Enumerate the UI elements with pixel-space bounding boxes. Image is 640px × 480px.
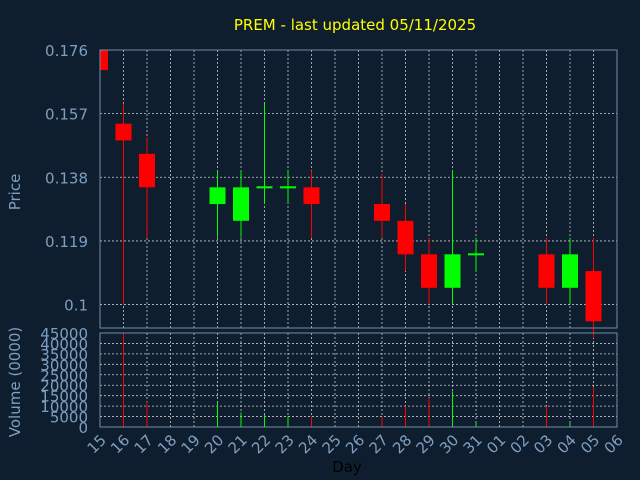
volume-panel-frame (99, 332, 618, 428)
price-tick-label: 0.119 (45, 233, 88, 251)
candles (99, 50, 602, 339)
price-tick-label: 0.1 (64, 297, 88, 315)
chart-title: PREM - last updated 05/11/2025 (234, 16, 476, 34)
volume-tick-labels: 0500010000150002000025000300003500040000… (40, 325, 88, 437)
candle-body (468, 253, 484, 256)
candle-body (115, 123, 132, 141)
price-panel-frame (99, 49, 618, 329)
candle-body (256, 186, 273, 189)
candle-body (280, 186, 296, 189)
x-tick-labels: 1516171819202122232425262728293031010203… (84, 431, 627, 457)
price-tick-label: 0.138 (45, 169, 88, 187)
x-axis-label: Day (332, 458, 362, 476)
candle-body (139, 153, 155, 188)
volume-tick-label: 0 (78, 419, 88, 437)
price-tick-label: 0.176 (45, 42, 88, 60)
price-tick-label: 0.157 (45, 106, 88, 124)
volume-tick-label: 30000 (40, 356, 88, 374)
candle-body (421, 254, 437, 288)
volume-tick-label: 35000 (40, 346, 88, 364)
volume-bars (123, 333, 594, 427)
candle-body (374, 204, 390, 221)
volume-tick-label: 45000 (40, 325, 88, 343)
candle-body (585, 271, 602, 322)
volume-tick-label: 25000 (40, 367, 88, 385)
candle-body (303, 187, 320, 205)
candle-body (100, 50, 108, 71)
candle-body (444, 254, 461, 288)
volume-tick-label: 40000 (40, 335, 88, 353)
volume-axis-label: Volume (0000) (6, 327, 24, 437)
candle-body (233, 187, 249, 221)
candle-body (562, 254, 578, 288)
volume-tick-label: 5000 (50, 409, 88, 427)
volume-tick-label: 15000 (40, 388, 88, 406)
volume-tick-label: 20000 (40, 377, 88, 395)
candle-body (538, 254, 555, 288)
price-axis-label: Price (6, 174, 24, 211)
candle-body (397, 220, 414, 255)
volume-tick-label: 10000 (40, 398, 88, 416)
candle-body (209, 187, 226, 205)
price-tick-labels: 0.176 0.157 0.138 0.119 0.1 (45, 42, 88, 315)
